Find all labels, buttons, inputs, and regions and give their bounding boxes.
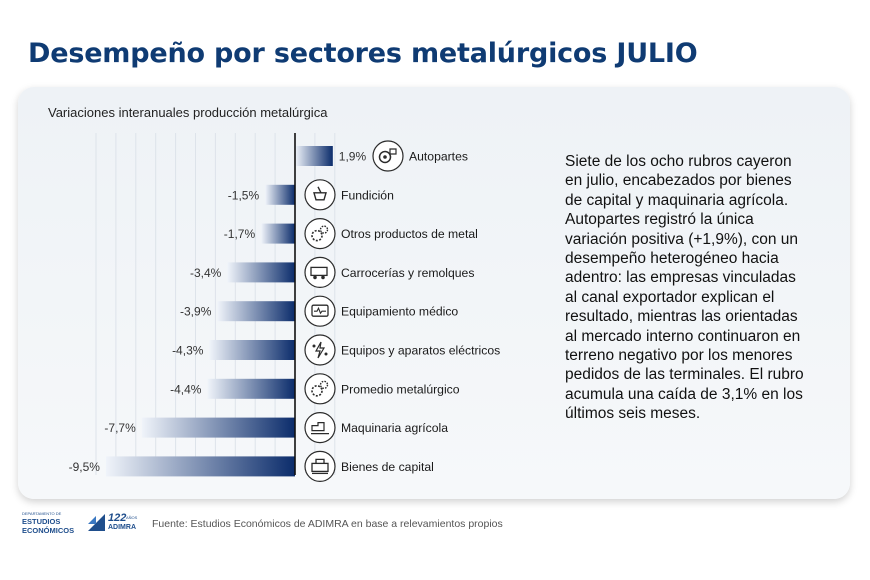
category-label: Bienes de capital — [341, 460, 434, 474]
category-label: Otros productos de metal — [341, 227, 478, 241]
data-label: -9,5% — [69, 460, 101, 474]
data-label: -4,4% — [170, 382, 202, 396]
category-label: Maquinaria agrícola — [341, 421, 448, 435]
bar — [217, 301, 295, 322]
bar — [261, 223, 295, 244]
logo-years-word: AÑOS — [126, 515, 138, 520]
medical-monitor-icon — [304, 295, 336, 327]
gears-icon — [304, 218, 336, 250]
category-label: Promedio metalúrgico — [341, 382, 460, 396]
electrical-devices-icon — [304, 334, 336, 366]
logo-years-number: 122 — [108, 512, 127, 524]
chart-subtitle: Variaciones interanuales producción meta… — [48, 105, 328, 120]
logo-name: ADIMRA — [108, 524, 136, 531]
data-label: -4,3% — [172, 344, 204, 358]
logo-line-2: ECONÓMICOS — [22, 526, 75, 535]
data-label: -1,5% — [228, 188, 260, 202]
bar — [265, 184, 295, 205]
source-note: Fuente: Estudios Económicos de ADIMRA en… — [152, 518, 503, 530]
harvester-icon — [304, 412, 336, 444]
category-label: Carrocerías y remolques — [341, 266, 474, 280]
adimra-mark-icon — [88, 514, 105, 531]
data-label: -7,7% — [104, 421, 136, 435]
capital-goods-machine-icon — [304, 450, 336, 482]
category-label: Equipos y aparatos eléctricos — [341, 344, 500, 358]
car-parts-icon — [372, 140, 404, 172]
estudios-economicos-logo: DEPARTAMENTO DE ESTUDIOS ECONÓMICOS — [22, 511, 82, 535]
bar — [227, 262, 295, 283]
trailer-icon — [304, 256, 336, 288]
data-label: 1,9% — [339, 150, 367, 164]
foundry-ladle-icon — [304, 179, 336, 211]
bar — [209, 340, 295, 360]
bar — [207, 378, 295, 399]
logo-small-text: DEPARTAMENTO DE — [22, 511, 62, 516]
gears-icon — [304, 373, 336, 405]
bar — [105, 456, 295, 477]
bar — [141, 417, 295, 438]
category-label: Equipamiento médico — [341, 305, 458, 319]
commentary-text: Siete de los ocho rubros cayeron en juli… — [565, 153, 804, 423]
category-label: Autopartes — [409, 150, 468, 164]
data-label: -3,9% — [180, 305, 212, 319]
data-label: -3,4% — [190, 266, 222, 280]
category-label: Fundición — [341, 188, 394, 202]
data-label: -1,7% — [224, 227, 256, 241]
adimra-logo: 122 AÑOS ADIMRA — [88, 512, 146, 534]
bar — [295, 146, 333, 166]
logo-line-1: ESTUDIOS — [22, 517, 61, 526]
page-title: Desempeño por sectores metalúrgicos JULI… — [28, 38, 698, 69]
